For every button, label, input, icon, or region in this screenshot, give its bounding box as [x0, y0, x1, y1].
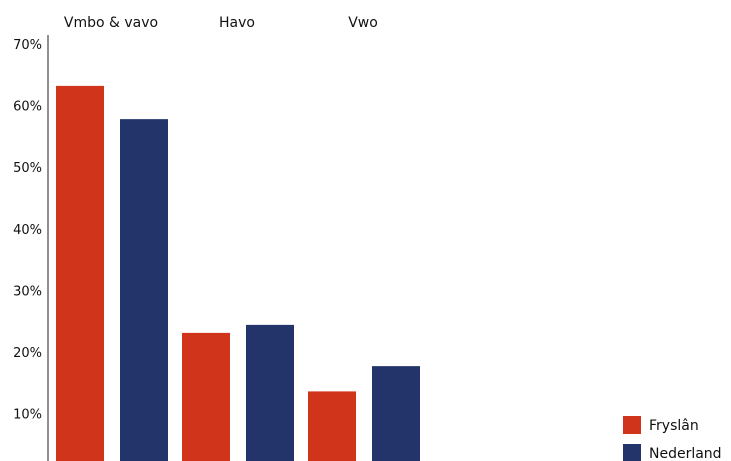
- bar-frysln-1: [182, 332, 230, 461]
- bars: [56, 85, 420, 461]
- category-labels: Vmbo & vavo Havo Vwo: [64, 15, 378, 31]
- category-label: Vwo: [348, 15, 378, 31]
- legend-label: Fryslân: [649, 418, 699, 434]
- y-tick-label: 60%: [13, 100, 42, 115]
- bar-frysln-0: [56, 85, 104, 461]
- category-label: Havo: [219, 15, 255, 31]
- y-axis-ticks: 10% 20% 30% 40% 50% 60% 70%: [13, 38, 42, 423]
- legend-swatch: [623, 444, 641, 461]
- legend-swatch: [623, 416, 641, 434]
- y-tick-label: 50%: [13, 161, 42, 176]
- y-tick-label: 20%: [13, 346, 42, 361]
- legend: Fryslân Nederland: [623, 416, 722, 461]
- y-tick-label: 40%: [13, 223, 42, 238]
- category-label: Vmbo & vavo: [64, 15, 158, 31]
- bar-nederland-0: [120, 119, 168, 461]
- legend-label: Nederland: [649, 446, 722, 461]
- bar-nederland-2: [372, 366, 420, 461]
- bar-nederland-1: [246, 324, 294, 461]
- y-tick-label: 70%: [13, 38, 42, 53]
- y-tick-label: 30%: [13, 284, 42, 299]
- bar-frysln-2: [308, 391, 356, 461]
- y-tick-label: 10%: [13, 408, 42, 423]
